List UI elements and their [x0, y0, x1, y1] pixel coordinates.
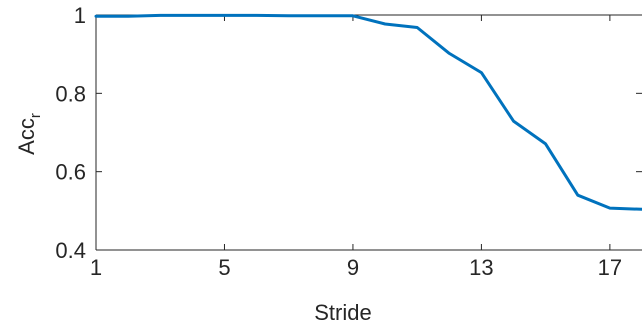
- x-tick-label: 1: [90, 255, 102, 280]
- ticks: 1 5 9 13 17 0.4 0.6 0.8 1: [55, 3, 642, 280]
- y-axis-title-subscript: r: [27, 113, 44, 118]
- x-tick-label: 17: [598, 255, 622, 280]
- y-axis-title: Accr: [14, 113, 44, 155]
- y-tick-label: 1: [74, 3, 86, 28]
- x-tick-label: 5: [218, 255, 230, 280]
- x-axis-title: Stride: [314, 300, 371, 325]
- y-tick-label: 0.8: [55, 81, 86, 106]
- series: [94, 13, 642, 211]
- y-tick-label: 0.6: [55, 160, 86, 185]
- y-tick-label: 0.4: [55, 238, 86, 263]
- axes: [95, 14, 642, 251]
- series-line: [94, 13, 642, 211]
- y-axis-title-main: Acc: [14, 118, 39, 155]
- x-tick-label: 13: [469, 255, 493, 280]
- x-tick-label: 9: [347, 255, 359, 280]
